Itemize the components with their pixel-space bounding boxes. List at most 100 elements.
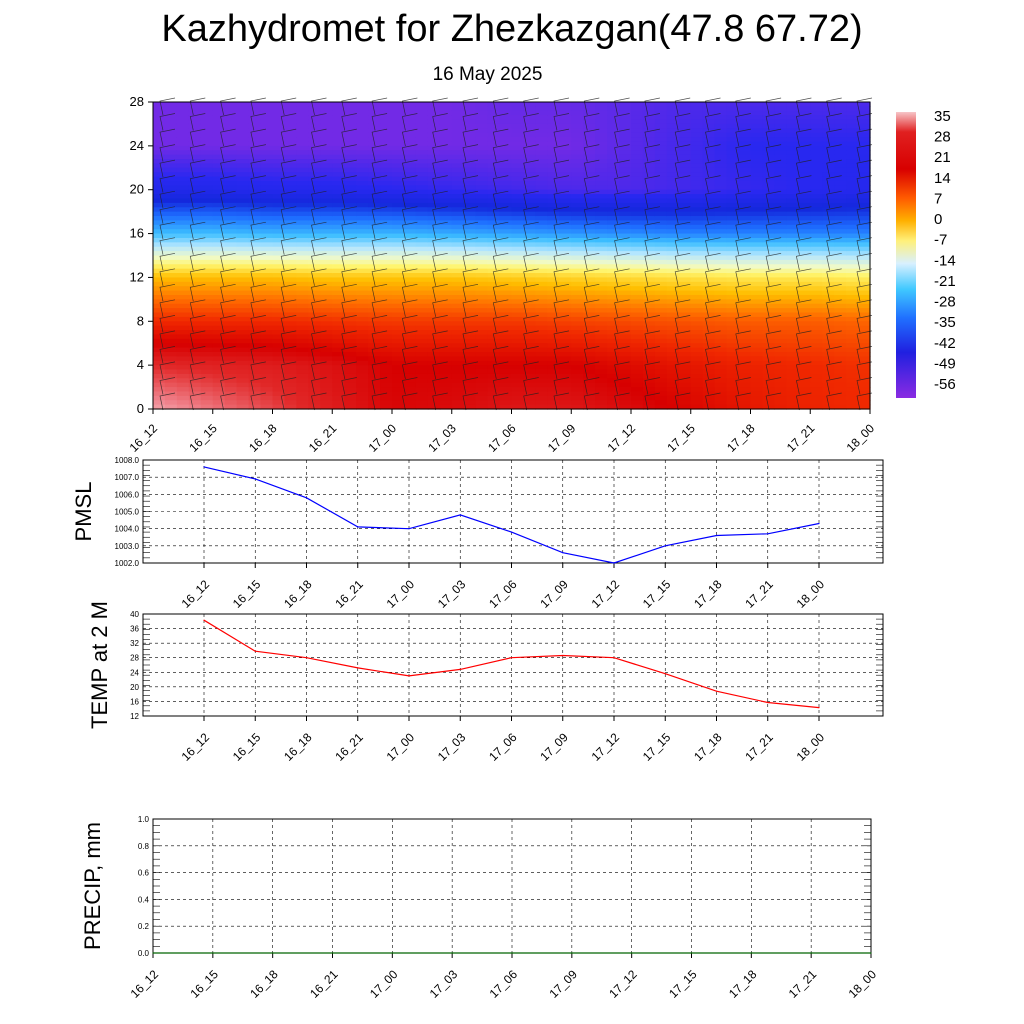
- heatmap-cell: [153, 128, 166, 134]
- heatmap-cell: [523, 255, 536, 261]
- heatmap-cell: [547, 330, 560, 336]
- heatmap-cell: [583, 233, 596, 239]
- heatmap-cell: [702, 400, 716, 406]
- heatmap-cell: [284, 369, 297, 375]
- wind-barb: [280, 175, 297, 193]
- heatmap-cell: [834, 110, 847, 116]
- heatmap-cell: [810, 128, 823, 134]
- heatmap-cell: [164, 325, 178, 331]
- heatmap-cell: [666, 264, 680, 270]
- heatmap-cell: [535, 294, 548, 300]
- heatmap-cell: [427, 233, 441, 239]
- heatmap-cell: [738, 395, 752, 401]
- heatmap-cell: [284, 273, 297, 279]
- heatmap-cell: [380, 264, 393, 270]
- heatmap-cell: [810, 382, 823, 388]
- heatmap-cell: [344, 176, 357, 182]
- heatmap-cell: [272, 387, 286, 393]
- heatmap-cell: [176, 369, 190, 375]
- heatmap-cell: [786, 220, 799, 226]
- heatmap-cell: [607, 115, 620, 121]
- heatmap-cell: [320, 110, 333, 116]
- heatmap-cell: [439, 211, 453, 217]
- heatmap-cell: [798, 137, 811, 143]
- heatmap-cell: [212, 246, 226, 252]
- heatmap-cell: [296, 387, 309, 393]
- heatmap-cell: [403, 163, 417, 169]
- heatmap-cell: [176, 325, 190, 331]
- heatmap-cell: [750, 216, 764, 222]
- heatmap-cell: [499, 237, 513, 243]
- heatmap-cell: [248, 351, 262, 357]
- heatmap-cell: [153, 338, 166, 344]
- heatmap-cell: [356, 281, 369, 287]
- heatmap-cell: [774, 387, 787, 393]
- heatmap-cell: [153, 264, 166, 270]
- heatmap-cell: [607, 229, 620, 235]
- heatmap-cell: [380, 334, 393, 340]
- heatmap-cell: [487, 387, 501, 393]
- heatmap-cell: [320, 224, 333, 230]
- wind-barb: [189, 175, 206, 193]
- wind-barb: [371, 97, 388, 116]
- heatmap-cell: [200, 334, 214, 340]
- heatmap-cell: [547, 338, 560, 344]
- heatmap-cell: [415, 395, 429, 401]
- heatmap-cell: [296, 233, 309, 239]
- heatmap-cell: [798, 163, 811, 169]
- heatmap-cell: [176, 176, 190, 182]
- heatmap-cell: [559, 251, 572, 257]
- heatmap-cell: [200, 378, 214, 384]
- heatmap-cell: [248, 132, 262, 138]
- heatmap-cell: [368, 150, 381, 156]
- heatmap-cell: [176, 277, 190, 283]
- heatmap-cell: [200, 373, 214, 379]
- heatmap-cell: [188, 321, 202, 327]
- heatmap-cell: [200, 365, 214, 371]
- heatmap-cell: [487, 251, 501, 257]
- heatmap-cell: [356, 391, 369, 397]
- x-tick-label: 16_15: [230, 577, 264, 611]
- heatmap-cell: [284, 145, 297, 151]
- heatmap-cell: [260, 202, 274, 208]
- wind-barb: [583, 97, 600, 116]
- heatmap-cell: [762, 167, 775, 173]
- heatmap-cell: [535, 303, 548, 309]
- heatmap-cell: [523, 137, 536, 143]
- heatmap-cell: [786, 378, 799, 384]
- heatmap-cell: [834, 299, 847, 305]
- heatmap-cell: [834, 303, 847, 309]
- heatmap-cell: [810, 110, 823, 116]
- heatmap-cell: [810, 316, 823, 322]
- heatmap-cell: [654, 220, 668, 226]
- heatmap-cell: [224, 106, 238, 112]
- heatmap-cell: [786, 259, 799, 265]
- heatmap-cell: [368, 167, 381, 173]
- heatmap-cell: [451, 207, 465, 213]
- heatmap-cell: [392, 259, 405, 265]
- heatmap-cell: [224, 216, 238, 222]
- wind-barb: [401, 128, 418, 147]
- heatmap-cell: [714, 382, 728, 388]
- heatmap-cell: [523, 268, 536, 274]
- wind-barb: [674, 128, 691, 147]
- heatmap-cell: [403, 312, 417, 318]
- heatmap-cell: [834, 334, 847, 340]
- heatmap-cell: [499, 202, 513, 208]
- heatmap-cell: [762, 180, 775, 186]
- heatmap-cell: [523, 233, 536, 239]
- heatmap-cell: [272, 176, 286, 182]
- heatmap-cell: [392, 387, 405, 393]
- heatmap-cell: [654, 387, 668, 393]
- heatmap-cell: [176, 185, 190, 191]
- heatmap-cell: [750, 290, 764, 296]
- heatmap-cell: [523, 145, 536, 151]
- heatmap-cell: [846, 150, 859, 156]
- heatmap-cell: [571, 343, 584, 349]
- heatmap-cell: [642, 211, 656, 217]
- heatmap-cell: [642, 132, 656, 138]
- heatmap-cell: [451, 286, 465, 292]
- heatmap-cell: [666, 286, 680, 292]
- heatmap-cell: [368, 277, 381, 283]
- heatmap-cell: [439, 128, 453, 134]
